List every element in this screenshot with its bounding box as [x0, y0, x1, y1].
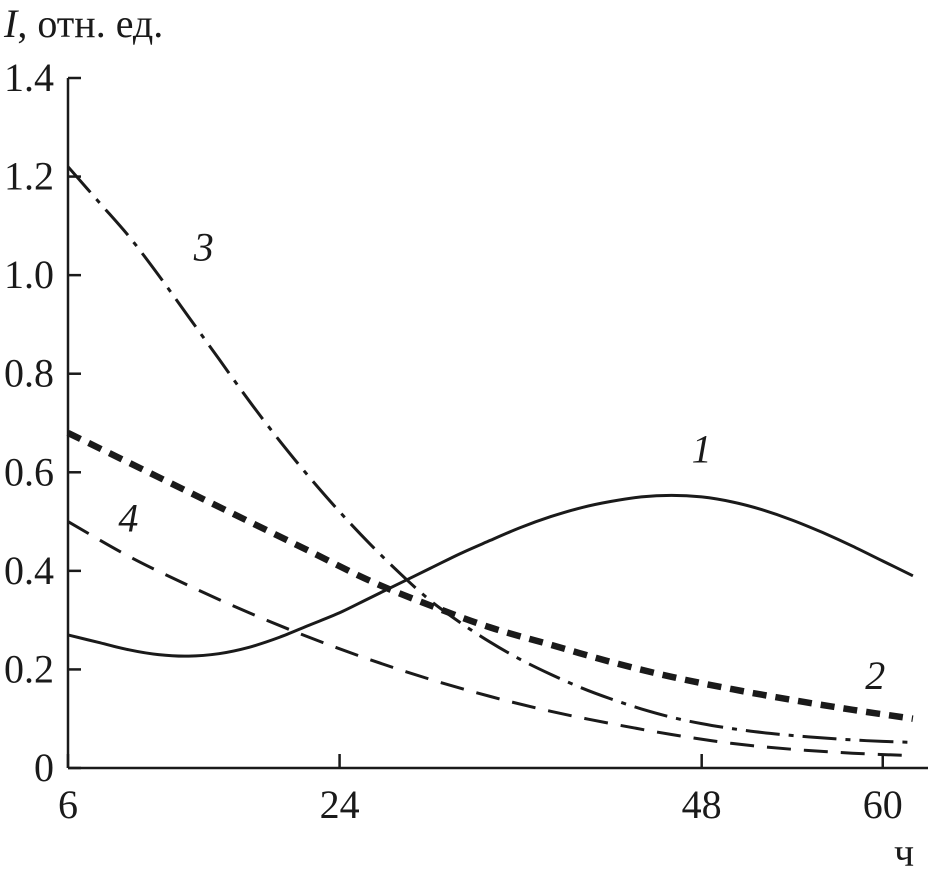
x-tick-label: 60: [863, 782, 903, 827]
y-tick-label: 1.0: [4, 252, 54, 297]
y-tick-label: 1.2: [4, 154, 54, 199]
axes: [66, 78, 928, 770]
series-label-4: 4: [118, 495, 138, 540]
y-tick-label: 0.6: [4, 449, 54, 494]
series-label-1: 1: [692, 426, 712, 471]
x-tick-label: 6: [58, 782, 78, 827]
series-4-line: [67, 520, 913, 758]
y-axis-title-unit: , отн. ед.: [17, 1, 163, 46]
series-label-3: 3: [193, 224, 214, 269]
y-tick-label: 0.4: [4, 548, 54, 593]
y-ticks: 0 0.2 0.4 0.6 0.8 1.0 1.2 1.4: [4, 55, 81, 790]
y-tick-label: 0.8: [4, 351, 54, 396]
x-axis-title: ч: [894, 830, 914, 875]
series-1-line: [67, 493, 914, 658]
series-label-2: 2: [865, 653, 885, 698]
y-axis-title: I, отн. ед.: [3, 1, 163, 46]
x-tick-label: 48: [682, 782, 722, 827]
series-labels: 1 2 3 4: [118, 224, 885, 698]
series-3-line: [66, 165, 913, 744]
x-ticks: 6 24 48 60: [58, 754, 903, 827]
x-tick-label: 24: [320, 782, 360, 827]
y-tick-label: 1.4: [4, 55, 54, 100]
series-lines: [66, 165, 914, 758]
y-tick-label: 0: [34, 745, 54, 790]
y-tick-label: 0.2: [4, 646, 54, 691]
y-axis-title-symbol: I: [3, 1, 19, 46]
series-2-line: [66, 429, 914, 722]
